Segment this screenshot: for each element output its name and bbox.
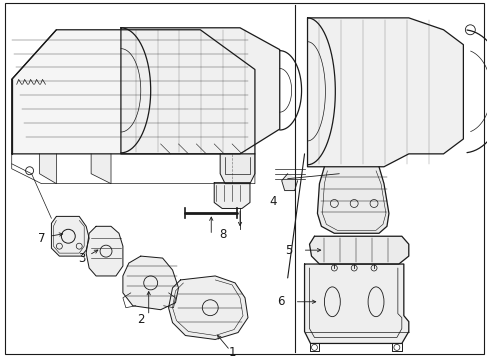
Text: 1: 1 — [228, 346, 235, 359]
Polygon shape — [40, 154, 56, 184]
Polygon shape — [281, 174, 297, 190]
Polygon shape — [51, 216, 89, 256]
Polygon shape — [122, 256, 178, 310]
Polygon shape — [309, 236, 408, 264]
Polygon shape — [307, 18, 463, 167]
Text: 5: 5 — [285, 244, 292, 257]
Polygon shape — [86, 226, 122, 276]
Polygon shape — [91, 154, 111, 184]
Polygon shape — [168, 276, 247, 339]
Text: 6: 6 — [277, 295, 284, 308]
Polygon shape — [220, 154, 254, 184]
Text: 3: 3 — [78, 252, 85, 265]
Text: 4: 4 — [269, 195, 277, 208]
Polygon shape — [121, 28, 279, 154]
Text: 8: 8 — [219, 228, 226, 241]
Polygon shape — [214, 183, 249, 208]
Text: 2: 2 — [137, 313, 144, 326]
Polygon shape — [317, 167, 388, 233]
Text: 7: 7 — [38, 232, 45, 245]
Polygon shape — [304, 264, 408, 343]
Polygon shape — [12, 30, 254, 154]
